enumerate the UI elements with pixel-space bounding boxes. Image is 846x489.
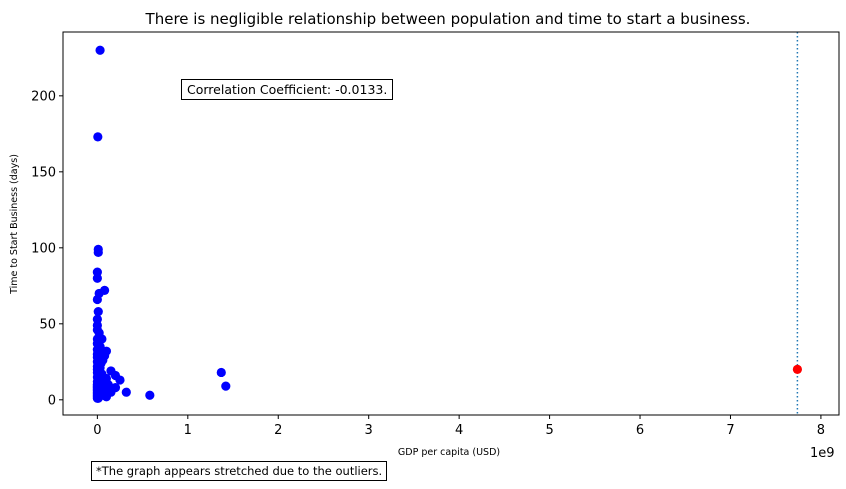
- data-point: [221, 381, 231, 391]
- x-axis-label: GDP per capita (USD): [398, 447, 500, 458]
- x-tick-label: 0: [93, 423, 101, 438]
- data-point: [121, 387, 131, 397]
- data-point: [216, 367, 226, 378]
- data-point: [115, 375, 125, 385]
- data-point: [93, 307, 103, 317]
- x-axis-offset-label: 1e9: [810, 446, 835, 461]
- plot-area: [92, 32, 802, 415]
- x-axis-ticks: 0 1 2 3 4 5 6 7 8: [93, 415, 825, 438]
- x-tick-label: 2: [274, 423, 282, 438]
- chart-title: There is negligible relationship between…: [145, 10, 751, 28]
- x-tick-label: 7: [726, 423, 734, 438]
- y-tick-label: 0: [48, 393, 56, 408]
- x-tick-label: 5: [545, 423, 553, 438]
- y-tick-label: 50: [39, 317, 56, 332]
- data-point: [93, 132, 103, 142]
- x-tick-label: 4: [455, 423, 463, 438]
- data-point: [145, 390, 155, 400]
- plot-frame: [62, 31, 840, 416]
- footnote-annotation: *The graph appears stretched due to the …: [91, 461, 388, 481]
- y-tick-label: 150: [31, 165, 56, 180]
- x-tick-label: 3: [365, 423, 373, 438]
- x-tick-label: 8: [817, 423, 825, 438]
- x-tick-label: 6: [636, 423, 644, 438]
- data-point: [92, 294, 102, 305]
- correlation-annotation: Correlation Coefficient: -0.0133.: [181, 79, 394, 100]
- data-point: [95, 45, 105, 55]
- y-axis-ticks: 0 50 100 150 200: [31, 89, 63, 408]
- data-point: [92, 273, 102, 283]
- highlight-point: [792, 364, 802, 375]
- y-axis-label: Time to Start Business (days): [9, 154, 20, 295]
- data-point: [101, 392, 112, 402]
- y-tick-label: 200: [31, 89, 56, 104]
- x-tick-label: 1: [184, 423, 192, 438]
- y-tick-label: 100: [31, 241, 56, 256]
- data-point: [93, 247, 103, 257]
